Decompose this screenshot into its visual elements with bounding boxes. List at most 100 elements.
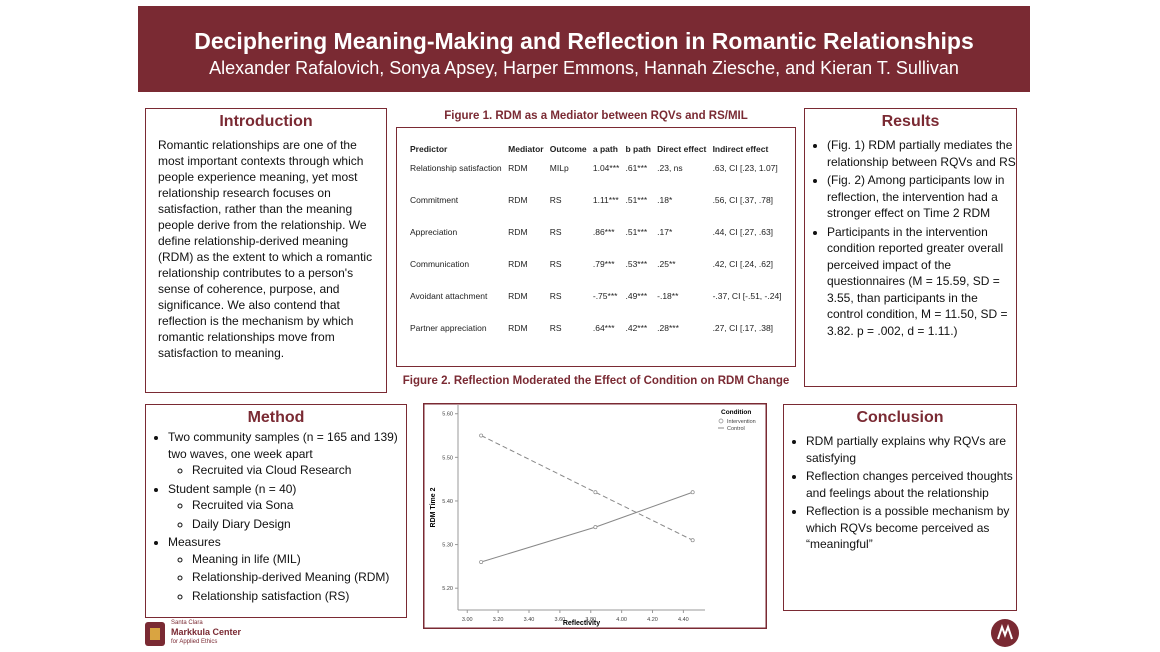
bullet-item: (Fig. 2) Among participants low in refle… <box>827 172 1016 222</box>
y-axis-label: RDM Time 2 <box>430 487 437 527</box>
table-cell: .79*** <box>592 259 615 269</box>
bullet-list: RDM partially explains why RQVs are sati… <box>784 433 1016 553</box>
sub-item: Recruited via Sona <box>192 497 406 514</box>
table-cell: RDM <box>508 323 528 333</box>
table-cell: .56, CI [.37, .78] <box>712 195 774 205</box>
bullet-list: (Fig. 1) RDM partially mediates the rela… <box>805 137 1016 339</box>
logo-line: Santa Clara <box>171 620 203 626</box>
x-tick-label: 4.40 <box>678 617 689 623</box>
y-tick-label: 5.50 <box>442 455 453 461</box>
logo: Santa Clara Markkula Center for Applied … <box>143 620 253 650</box>
table-cell: RS <box>549 323 562 333</box>
legend-title: Condition <box>721 409 751 416</box>
logo-line: Markkula Center <box>171 627 242 637</box>
table-row: Relationship satisfaction RDM MILp 1.04***.… <box>407 158 785 190</box>
table-cell: -.75*** <box>592 291 618 301</box>
bullet-item: Participants in the intervention conditi… <box>827 224 1016 340</box>
table-row: Communication RDM RS .79*** .53*** .25** .42, … <box>407 254 785 286</box>
sub-item: Recruited via Cloud Research <box>192 462 406 479</box>
table-cell: RS <box>549 227 562 237</box>
x-tick-label: 3.00 <box>462 617 473 623</box>
figure-title: Figure 1. RDM as a Mediator between RQVs… <box>444 110 748 122</box>
logo-icon <box>145 622 165 646</box>
x-tick-label: 4.20 <box>647 617 658 623</box>
header-cell: Direct effect <box>657 144 707 154</box>
table-cell: RS <box>549 291 562 301</box>
sub-list: Recruited via Sona Daily Diary Design <box>168 497 406 532</box>
point <box>690 538 695 543</box>
table-cell: .64*** <box>592 323 615 333</box>
y-tick-label: 5.60 <box>442 412 453 418</box>
bullet-item: Reflection is a possible mechanism by wh… <box>806 503 1016 553</box>
sub-item: Relationship-derived Meaning (RDM) <box>192 569 406 586</box>
table-cell: .17* <box>657 227 673 237</box>
table-cell: RDM <box>508 291 528 301</box>
bullet-item: (Fig. 1) RDM partially mediates the rela… <box>827 137 1016 170</box>
table-cell: .27, CI [.17, .38] <box>712 323 774 333</box>
section-title: Method <box>247 409 305 426</box>
bullet-text: Student sample (n = 40) <box>168 481 297 496</box>
authors: Alexander Rafalovich, Sonya Apsey, Harpe… <box>209 58 959 78</box>
introduction: Introduction Romantic relationships are … <box>145 108 387 393</box>
header-cell: Indirect effect <box>712 144 769 154</box>
header: Deciphering Meaning-Making and Reflectio… <box>138 6 1030 92</box>
point <box>593 490 598 495</box>
table-cell: Relationship satisfaction <box>410 163 502 173</box>
point <box>593 525 598 530</box>
x-axis-label: Reflectivity <box>563 620 600 627</box>
header-cell: Predictor <box>410 144 448 154</box>
x-tick-label: 3.40 <box>524 617 535 623</box>
table-row: Appreciation RDM RS .86*** .51*** .17* .44, CI… <box>407 222 785 254</box>
paragraph: Romantic relationships are one of the mo… <box>158 138 373 360</box>
section-title: Introduction <box>219 113 313 130</box>
table-cell: Avoidant attachment <box>410 291 488 301</box>
bullet-item: Two community samples (n = 165 and 139) … <box>168 429 406 479</box>
sub-list: Meaning in life (MIL)Relationship-derive… <box>168 551 406 605</box>
chart-border <box>423 403 767 629</box>
figure-title: Figure 2. Reflection Moderated the Effec… <box>402 375 790 387</box>
x-tick-label: 4.00 <box>616 617 627 623</box>
bullet-text: Two community samples (n = 165 and 139) … <box>168 430 398 461</box>
table-cell: .51*** <box>625 227 648 237</box>
table-cell: RDM <box>508 259 528 269</box>
bullet-item: RDM partially explains why RQVs are sati… <box>806 433 1016 466</box>
y-tick-label: 5.40 <box>442 499 453 505</box>
header-cell: Mediator <box>508 144 544 154</box>
table-cell: .49*** <box>625 291 648 301</box>
table-row: Avoidant attachment RDM RS -.75*** .49*** -.1… <box>407 286 785 318</box>
table: Predictor Mediator Outcome a path b path Dire… <box>407 140 785 350</box>
bullet-list: Two community samples (n = 165 and 139) … <box>146 429 406 604</box>
sub-item: Daily Diary Design <box>192 516 406 533</box>
table-cell: .23, ns <box>657 163 683 173</box>
point <box>479 433 484 438</box>
table-cell: MILp <box>549 163 569 173</box>
table-cell: RS <box>549 195 562 205</box>
sub-list: Recruited via Cloud Research <box>168 462 406 479</box>
legend-marker <box>718 418 724 424</box>
seal <box>991 619 1019 647</box>
method: Method Two community samples (n = 165 an… <box>145 404 407 618</box>
table-cell: .44, CI [.27, .63] <box>712 227 774 237</box>
chart: 3.00 3.20 3.40 3.60 3.80 4.00 4.20 4.40 5.20 5.30… <box>423 403 767 629</box>
section-title: Results <box>881 113 940 130</box>
table-cell: 1.04*** <box>592 163 620 173</box>
table-row: Partner appreciation RDM RS .64*** .42*** .28… <box>407 318 785 350</box>
table-cell: -.18** <box>657 291 679 301</box>
bullet-item: Student sample (n = 40)Recruited via Son… <box>168 481 406 533</box>
conclusion: Conclusion RDM partially explains why RQ… <box>783 404 1017 611</box>
table-cell: .18* <box>657 195 673 205</box>
bullet-item: MeasuresMeaning in life (MIL)Relationshi… <box>168 534 406 604</box>
sub-item: Meaning in life (MIL) <box>192 551 406 568</box>
sub-item: Relationship satisfaction (RS) <box>192 588 406 605</box>
legend-label: Intervention <box>727 419 756 425</box>
table-header: Predictor Mediator Outcome a path b path Dire… <box>407 140 785 158</box>
table-cell: RDM <box>508 227 528 237</box>
table-cell: .53*** <box>625 259 648 269</box>
header-cell: b path <box>625 144 651 154</box>
table-cell: Commitment <box>410 195 459 205</box>
x-tick-label: 3.60 <box>555 617 566 623</box>
series-line <box>480 435 693 541</box>
table-cell: .61*** <box>625 163 648 173</box>
header-cell: a path <box>592 144 618 154</box>
